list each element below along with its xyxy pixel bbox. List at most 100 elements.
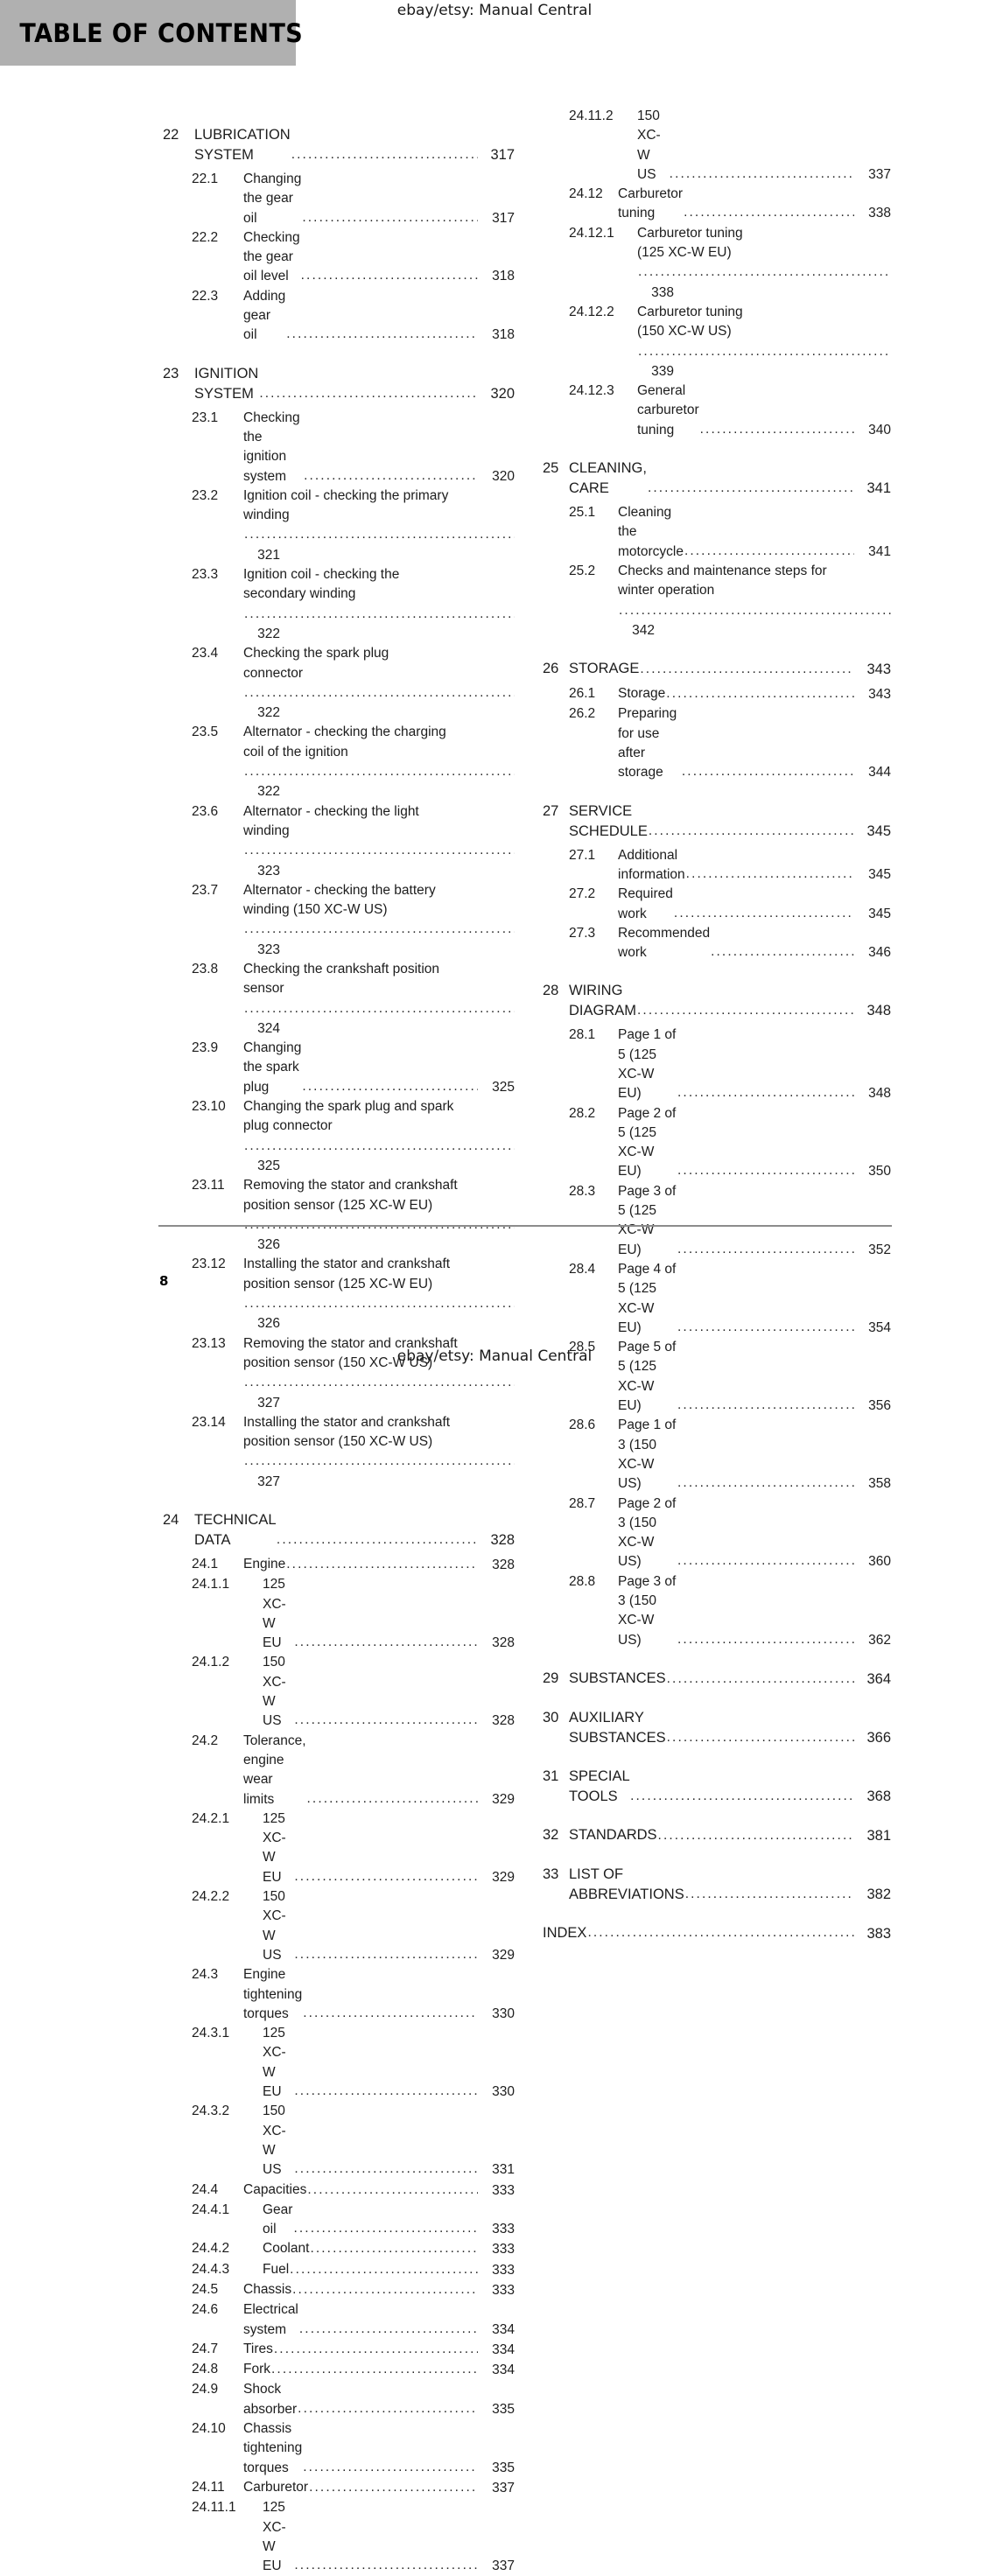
toc-entry[interactable]: 23.11 Removing the stator and crankshaft p… bbox=[163, 1176, 515, 1255]
toc-entry-number: 23.13 bbox=[192, 1335, 226, 1351]
toc-entry[interactable]: 25.2 Checks and maintenance steps for wint… bbox=[551, 562, 891, 640]
toc-entry[interactable]: 27.2 Required work ......................… bbox=[551, 885, 891, 924]
dot-leader: ........................................… bbox=[290, 2261, 478, 2277]
toc-entry[interactable]: 24.3.1 125 XC-W EU.......................… bbox=[163, 2024, 515, 2102]
toc-entry-page: 333 bbox=[492, 2182, 515, 2198]
toc-entry[interactable]: 23.2 Ignition coil - checking the primary… bbox=[163, 486, 515, 565]
toc-entry-body: Carburetor tuning.......................… bbox=[618, 185, 891, 224]
toc-entry[interactable]: 24.4 Capacities..........................… bbox=[163, 2180, 515, 2201]
toc-entry[interactable]: 32 STANDARDS ............................… bbox=[543, 1825, 891, 1846]
toc-entry[interactable]: 28.2 Page 2 of 5 (125 XC-W EU)...........… bbox=[551, 1104, 891, 1182]
toc-entry[interactable]: 24.2.1 125 XC-W EU.......................… bbox=[163, 1810, 515, 1887]
toc-entry[interactable]: 28.8 Page 3 of 3 (150 XC-W US)...........… bbox=[551, 1572, 891, 1650]
toc-entry[interactable]: 23.13 Removing the stator and crankshaft p… bbox=[163, 1334, 515, 1413]
toc-entry[interactable]: 22.3 Adding gear oil ....................… bbox=[163, 287, 515, 346]
toc-entry[interactable]: 28.4 Page 4 of 5 (125 XC-W EU)...........… bbox=[551, 1260, 891, 1338]
toc-entry[interactable]: 23.10 Changing the spark plug and spark pl… bbox=[163, 1097, 515, 1176]
toc-entry-body: Carburetor tuning (125 XC-W EU) .........… bbox=[618, 224, 891, 303]
toc-entry[interactable]: 24 TECHNICAL DATA........................… bbox=[163, 1510, 515, 1550]
toc-entry-body: 150 XC-W US.............................… bbox=[243, 1887, 515, 1965]
toc-entry[interactable]: 23.4 Checking the spark plug connector....… bbox=[163, 644, 515, 723]
toc-entry[interactable]: 26.2 Preparing for use after storage.....… bbox=[551, 704, 891, 782]
toc-entry[interactable]: 25.1 Cleaning the motorcycle ............… bbox=[551, 503, 891, 562]
toc-entry-page: 334 bbox=[492, 2321, 515, 2337]
toc-entry[interactable]: 24.3 Engine tightening torques ..........… bbox=[163, 1965, 515, 2024]
toc-entry-body: Additional information..................… bbox=[618, 846, 891, 886]
toc-entry-page: 333 bbox=[492, 2262, 515, 2278]
toc-entry[interactable]: 24.1.1 125 XC-W EU.......................… bbox=[163, 1575, 515, 1653]
toc-entry[interactable]: 23.3 Ignition coil - checking the secondar… bbox=[163, 565, 515, 644]
toc-entry[interactable]: 24.8 Fork................................… bbox=[163, 2360, 515, 2380]
toc-entry[interactable]: 24.11.2 150 XC-W US......................… bbox=[551, 107, 891, 185]
toc-entry[interactable]: 28.7 Page 2 of 3 (150 XC-W US)...........… bbox=[551, 1494, 891, 1572]
toc-entry[interactable]: 24.12.3 General carburetor tuning........… bbox=[551, 382, 891, 440]
toc-entry[interactable]: 24.12 Carburetor tuning..................… bbox=[551, 185, 891, 224]
toc-entry[interactable]: 27.3 Recommended work ...................… bbox=[551, 924, 891, 963]
toc-entry[interactable]: 24.9 Shock absorber......................… bbox=[163, 2380, 515, 2419]
toc-entry[interactable]: 24.7 Tires...............................… bbox=[163, 2340, 515, 2360]
toc-entry[interactable]: 25 CLEANING, CARE .......................… bbox=[543, 458, 891, 499]
toc-entry[interactable]: 23.7 Alternator - checking the battery win… bbox=[163, 881, 515, 960]
toc-entry-page: 341 bbox=[868, 543, 891, 559]
dot-leader: ........................................… bbox=[244, 843, 515, 858]
toc-entry[interactable]: 23.12 Installing the stator and crankshaf… bbox=[163, 1255, 515, 1334]
toc-entry-number: 25.2 bbox=[569, 563, 596, 578]
toc-entry-page: 358 bbox=[868, 1476, 891, 1492]
toc-entry[interactable]: 24.3.2 150 XC-W US.......................… bbox=[163, 2102, 515, 2180]
toc-entry[interactable]: 24.6 Electrical system...................… bbox=[163, 2300, 515, 2340]
toc-entry[interactable]: 24.1.2 150 XC-W US.......................… bbox=[163, 1653, 515, 1731]
toc-entry[interactable]: 23.9 Changing the spark plug ............… bbox=[163, 1039, 515, 1097]
toc-entry-title: Changing the gear oil bbox=[243, 172, 302, 226]
toc-entry[interactable]: INDEX...................................… bbox=[543, 1923, 891, 1943]
toc-entry[interactable]: 22.2 Checking the gear oil level ........… bbox=[163, 228, 515, 287]
toc-entry[interactable]: 31 SPECIAL TOOLS ........................… bbox=[543, 1767, 891, 1807]
toc-entry-page: 322 bbox=[257, 784, 280, 800]
toc-entry-number: 24.11.2 bbox=[569, 108, 614, 123]
toc-entry[interactable]: 26 STORAGE...............................… bbox=[543, 659, 891, 680]
toc-entry[interactable]: 24.11.1 125 XC-W EU......................… bbox=[163, 2498, 515, 2576]
dot-leader: ........................................… bbox=[276, 1532, 478, 1547]
dot-leader: ........................................… bbox=[684, 542, 854, 558]
toc-entry[interactable]: 28.1 Page 1 of 5 (125 XC-W EU)...........… bbox=[551, 1026, 891, 1103]
toc-entry-number: 22.3 bbox=[192, 288, 219, 304]
toc-entry[interactable]: 23 IGNITION SYSTEM.......................… bbox=[163, 364, 515, 404]
toc-entry-title: Additional information bbox=[618, 847, 685, 882]
dot-leader: ........................................… bbox=[677, 1475, 854, 1491]
toc-entry[interactable]: 24.2 Tolerance, engine wear limits.......… bbox=[163, 1732, 515, 1810]
toc-entry[interactable]: 24.1 Engine..............................… bbox=[163, 1555, 515, 1575]
toc-entry[interactable]: 23.5 Alternator - checking the charging co… bbox=[163, 723, 515, 802]
toc-entry[interactable]: 22 LUBRICATION SYSTEM....................… bbox=[163, 125, 515, 165]
toc-entry[interactable]: 27.1 Additional information..............… bbox=[551, 846, 891, 886]
toc-entry[interactable]: 24.4.2 Coolant...........................… bbox=[163, 2239, 515, 2259]
toc-entry[interactable]: 29 SUBSTANCES ...........................… bbox=[543, 1669, 891, 1690]
toc-entry-number: 28.5 bbox=[569, 1340, 596, 1355]
toc-entry-title: Alternator - checking the charging coil o… bbox=[243, 723, 515, 762]
toc-entry[interactable]: 23.14 Installing the stator and crankshaf… bbox=[163, 1413, 515, 1492]
toc-entry[interactable]: 24.10 Chassis tightening torques ........… bbox=[163, 2419, 515, 2478]
toc-entry[interactable]: 28.6 Page 1 of 3 (150 XC-W US)...........… bbox=[551, 1416, 891, 1494]
toc-entry[interactable]: 23.6 Alternator - checking the light windi… bbox=[163, 802, 515, 881]
toc-entry[interactable]: 28 WIRING DIAGRAM .......................… bbox=[543, 981, 891, 1021]
toc-entry[interactable]: 24.4.3 Fuel .............................… bbox=[163, 2260, 515, 2280]
toc-entry[interactable]: 33 LIST OF ABBREVIATIONS.................… bbox=[543, 1865, 891, 1905]
toc-entry[interactable]: 24.2.2 150 XC-W US.......................… bbox=[163, 1887, 515, 1965]
toc-entry[interactable]: 22.1 Changing the gear oil...............… bbox=[163, 170, 515, 228]
toc-entry[interactable]: 24.12.2 Carburetor tuning (150 XC-W US) ..… bbox=[551, 303, 891, 382]
toc-entry[interactable]: 23.1 Checking the ignition system........… bbox=[163, 409, 515, 486]
toc-entry[interactable]: 24.12.1 Carburetor tuning (125 XC-W EU) ..… bbox=[551, 224, 891, 303]
toc-entry-page: 328 bbox=[492, 1558, 515, 1572]
toc-entry-body: Removing the stator and crankshaft positi… bbox=[243, 1334, 515, 1413]
toc-entry[interactable]: 27 SERVICE SCHEDULE .....................… bbox=[543, 802, 891, 842]
toc-entry-number: 24.1.2 bbox=[192, 1655, 230, 1670]
toc-entry[interactable]: 30 AUXILIARY SUBSTANCES .................… bbox=[543, 1708, 891, 1748]
toc-entry[interactable]: 23.8 Checking the crankshaft position sens… bbox=[163, 960, 515, 1039]
toc-entry[interactable]: 24.5 Chassis ............................… bbox=[163, 2280, 515, 2300]
toc-entry[interactable]: 26.1 Storage ............................… bbox=[551, 684, 891, 704]
toc-entry-title-line: Changing the spark plug and spark bbox=[243, 1099, 454, 1115]
toc-entry[interactable]: 24.4.1 Gear oil..........................… bbox=[163, 2201, 515, 2240]
toc-entry[interactable]: 28.3 Page 3 of 5 (125 XC-W EU)...........… bbox=[551, 1182, 891, 1260]
dot-leader: ........................................… bbox=[244, 1375, 515, 1390]
toc-entry-body: WIRING DIAGRAM .........................… bbox=[569, 981, 891, 1021]
toc-entry[interactable]: 24.11 Carburetor.........................… bbox=[163, 2478, 515, 2498]
toc-entry-title-line: Alternator - checking the battery bbox=[243, 882, 436, 898]
